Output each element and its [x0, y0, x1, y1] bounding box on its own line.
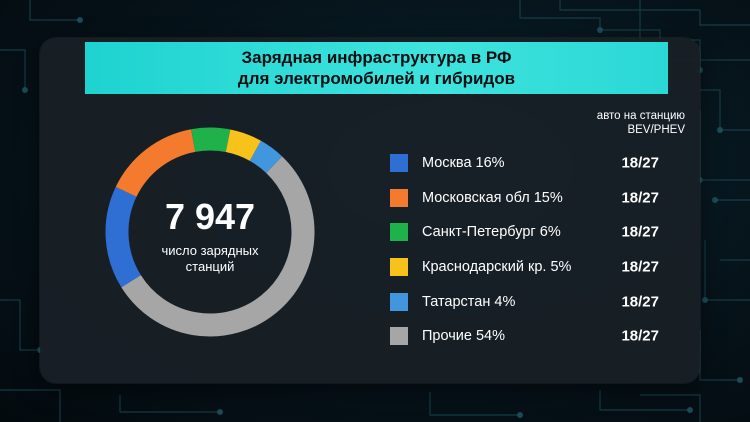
legend-item-other: Прочие 54% 18/27 [390, 319, 670, 354]
legend-swatch [390, 154, 408, 173]
donut-segment-moscow-oblast [115, 129, 196, 198]
legend-swatch [390, 327, 408, 346]
legend-item-krasnodar: Краснодарский кр. 5% 18/27 [390, 250, 670, 285]
chart-title-line2: для электромобилей и гибридов [237, 69, 516, 88]
legend-label: Санкт-Петербург 6% [422, 224, 561, 241]
legend-ratio: 18/27 [621, 154, 659, 172]
legend-item-tatarstan: Татарстан 4% 18/27 [390, 284, 670, 319]
ratio-header-line1: авто на станцию [596, 110, 685, 122]
chart-title-line1: Зарядная инфраструктура в РФ [241, 48, 512, 67]
donut-segment-tatarstan [249, 140, 283, 174]
legend-item-moscow: Москва 16% 18/27 [390, 146, 670, 181]
legend-ratio: 18/27 [621, 327, 659, 345]
total-stations-caption: число зарядных станций [130, 243, 290, 275]
legend-label: Московская обл 15% [422, 189, 563, 206]
ratio-header-line2: BEV/PHEV [627, 124, 685, 136]
caption-line2: станций [185, 259, 235, 274]
legend-label: Татарстан 4% [422, 293, 516, 310]
legend-ratio: 18/27 [621, 293, 659, 311]
caption-line1: число зарядных [161, 243, 259, 258]
legend-ratio: 18/27 [621, 258, 659, 276]
legend-swatch [390, 188, 408, 207]
donut-segment-saint-petersburg [191, 127, 231, 153]
legend-swatch [390, 258, 408, 277]
donut-chart [105, 127, 315, 337]
chart-panel [40, 38, 700, 383]
legend-label: Прочие 54% [422, 328, 505, 345]
donut-segment-moscow [105, 186, 142, 288]
legend-label: Москва 16% [422, 155, 505, 172]
legend-ratio: 18/27 [621, 189, 659, 207]
legend-item-saint-petersburg: Санкт-Петербург 6% 18/27 [390, 215, 670, 250]
total-stations-value: 7 947 [164, 196, 256, 237]
donut-segment-other [121, 156, 315, 337]
legend: Москва 16% 18/27 Московская обл 15% 18/2… [390, 146, 670, 354]
legend-item-moscow-oblast: Московская обл 15% 18/27 [390, 181, 670, 216]
donut-segment-krasnodar [225, 129, 261, 162]
legend-swatch [390, 223, 408, 242]
ratio-column-header: авто на станцию BEV/PHEV [535, 109, 685, 137]
legend-label: Краснодарский кр. 5% [422, 259, 572, 276]
title-banner: Зарядная инфраструктура в РФ для электро… [85, 42, 668, 94]
legend-ratio: 18/27 [621, 223, 659, 241]
legend-swatch [390, 292, 408, 311]
